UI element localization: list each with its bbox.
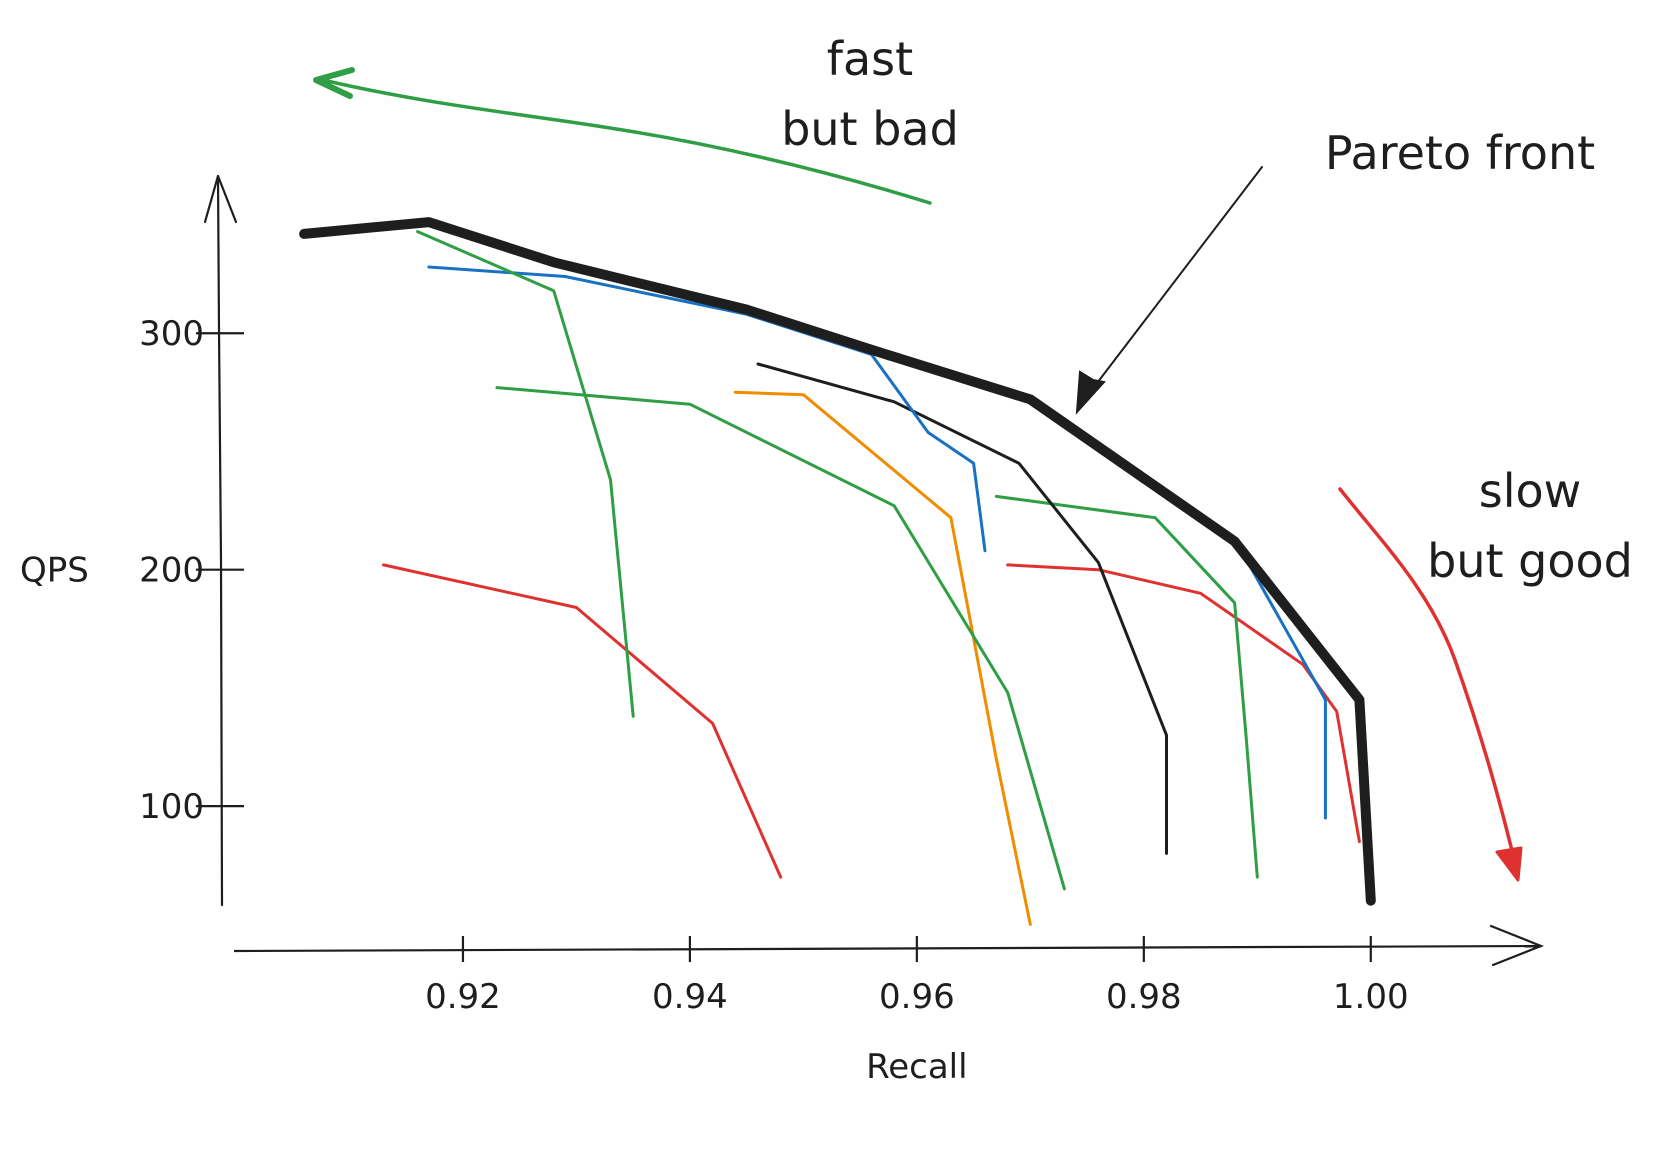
annotation-but-good-line: but good: [1427, 534, 1633, 588]
annotation-slow-line: slow: [1478, 464, 1582, 518]
series-line-1: [416, 230, 635, 718]
series-line-6: [994, 494, 1259, 879]
x-axis-drawn: [233, 944, 1542, 953]
green-arrowhead: [313, 67, 355, 99]
axes: [203, 174, 1544, 967]
annotation-but-bad-line: but bad: [781, 102, 959, 156]
series-line-5: [756, 362, 1168, 855]
green-arrow: [321, 78, 932, 205]
annotation-pareto: Pareto front: [1324, 126, 1596, 180]
ticks: 0.92 0.94 0.96 0.98 1.00 100 200 300 Recall QPS: [20, 314, 1409, 1087]
annotation-arrows: [313, 67, 1523, 882]
series-line-9: [1006, 563, 1361, 844]
x-axis-line: [222, 901, 1540, 949]
x-axis-arrowhead: [1489, 924, 1544, 967]
black-arrow: [1077, 166, 1263, 409]
x-tick-label: 0.92: [425, 977, 501, 1017]
x-axis: [222, 898, 1538, 949]
pareto-front-line: [299, 217, 1376, 906]
red-arrow: [1338, 487, 1519, 874]
y-tick-label: 100: [139, 787, 204, 827]
x-tick-label: 0.96: [879, 977, 955, 1017]
y-axis-arrowhead: [203, 174, 238, 224]
series-line-8: [382, 563, 783, 879]
series-line-3: [495, 386, 1066, 891]
black-arrowhead: [1075, 370, 1106, 415]
y-axis-title: QPS: [20, 551, 89, 591]
y-tick-label: 300: [139, 314, 204, 354]
x-tick-label: 1.00: [1333, 977, 1409, 1017]
series-line-4: [733, 390, 1032, 926]
series-line-2: [427, 265, 987, 553]
annotation-fast-line: fast: [826, 32, 914, 86]
series-line-7: [1233, 537, 1327, 820]
annotation-fast-bad: fast but bad: [760, 24, 980, 164]
y-axis: [216, 174, 224, 907]
y-tick-label: 200: [139, 551, 204, 591]
series-group: [299, 217, 1376, 926]
x-axis-title: Recall: [866, 1047, 967, 1087]
annotation-slow-good: slow but good: [1400, 456, 1660, 596]
x-tick-label: 0.98: [1106, 977, 1182, 1017]
x-tick-label: 0.94: [652, 977, 728, 1017]
red-arrowhead: [1495, 846, 1523, 882]
